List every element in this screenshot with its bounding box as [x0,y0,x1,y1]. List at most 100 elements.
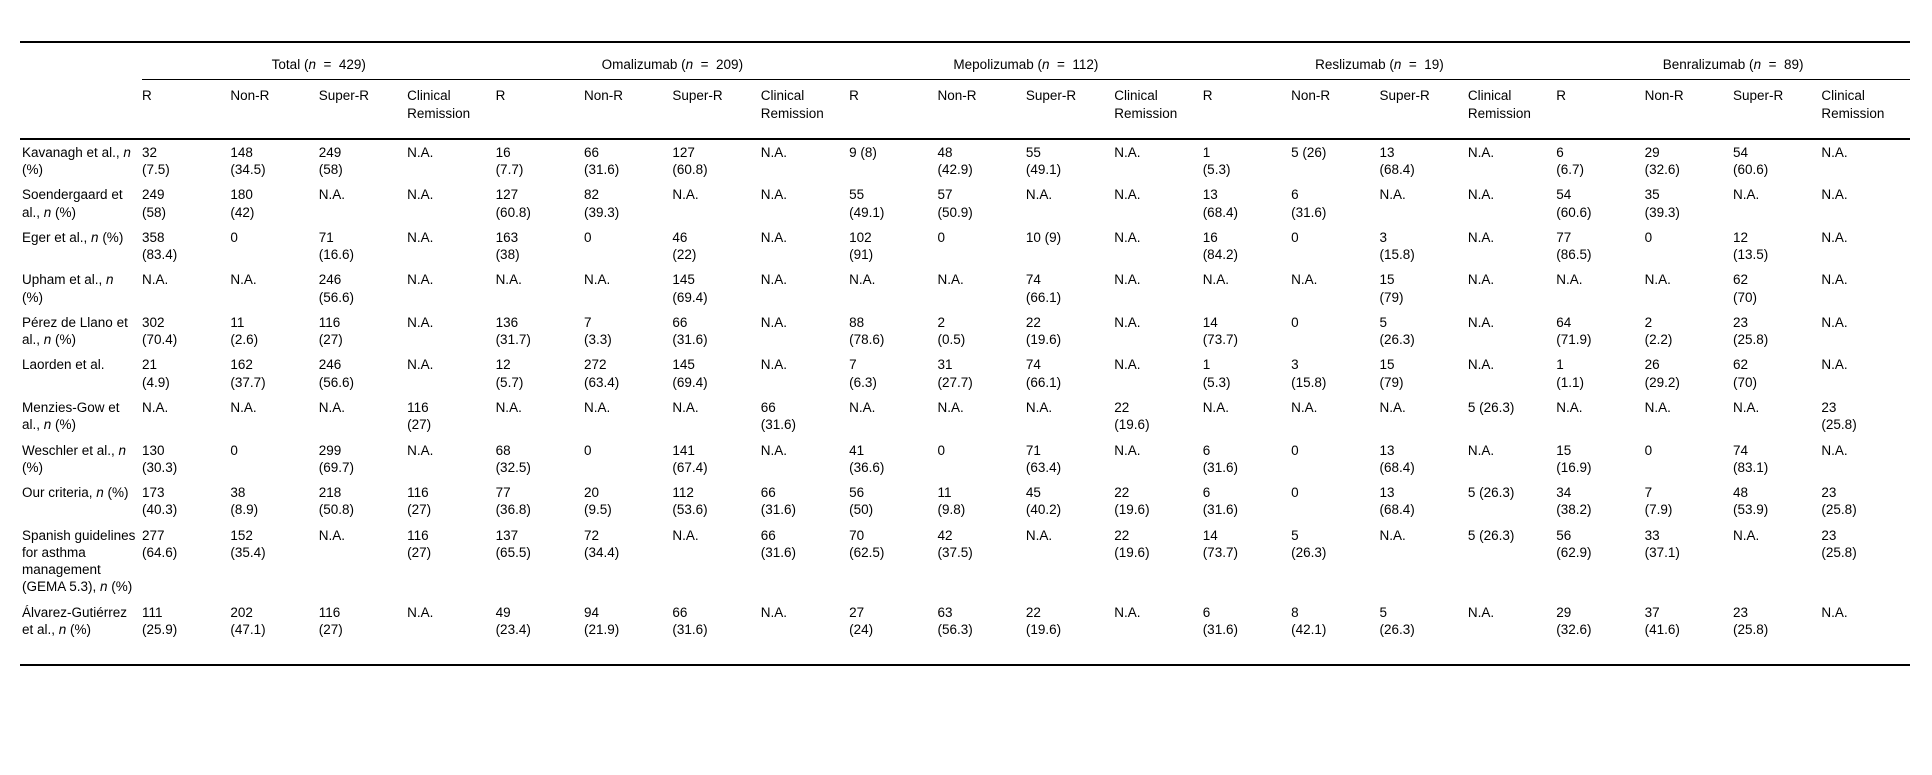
data-cell: N.A. [1379,399,1406,415]
group-label: Mepolizumab (n = 112) [953,57,1099,72]
data-cell: 130 (30.3) [142,442,178,475]
subheader-cell: R [849,79,938,140]
data-cell: 14 (73.7) [1202,314,1238,348]
data-cell: N.A. [407,314,434,330]
subheader-cell: R [495,79,584,140]
data-cell: N.A. [318,187,346,203]
data-cell: N.A. [1467,604,1495,620]
data-cell: 16 (84.2) [1202,229,1238,263]
data-cell: N.A. [1291,399,1318,415]
data-cell: N.A. [1114,229,1141,245]
data-cell: 299 (69.7) [318,442,355,475]
data-cell: 37 (41.6) [1644,604,1680,637]
data-cell: 145 (69.4) [672,272,708,305]
data-cell: 152 (35.4) [230,527,266,560]
data-cell: N.A. [1821,272,1848,288]
data-cell: 13 (68.4) [1379,144,1415,178]
data-cell: 5 (26.3) [1379,314,1415,348]
subheader-cell: Clinical Remission [1821,79,1910,140]
data-cell: N.A. [849,399,876,415]
subheader-cell: Super-R [1379,79,1468,140]
group-header-omalizumab: Omalizumab (n = 209) [495,42,850,81]
data-cell: N.A. [1556,399,1583,415]
subheader-cell: Clinical Remission [407,79,496,140]
remission-criteria-table: Total (n = 429) Omalizumab (n = 209) Mepol… [20,41,1910,667]
data-cell: 15 (16.9) [1556,442,1592,475]
subheader-cell: Super-R [1025,79,1115,140]
data-cell: N.A. [760,229,787,245]
data-cell: 5 (26.3) [1379,604,1415,637]
table-row: Spanish guidelines for asthma management… [20,523,1910,600]
data-cell: N.A. [1114,272,1141,288]
data-cell: 5 (26.3) [1467,527,1515,543]
data-cell: N.A. [937,272,964,288]
table-header: Total (n = 429) Omalizumab (n = 209) Mepol… [20,42,1910,140]
group-header-benralizumab: Benralizumab (n = 89) [1556,42,1910,81]
data-cell: 116 (27) [318,604,343,637]
row-label: Eger et al., n (%) [22,229,124,245]
data-cell: 22 (19.6) [1114,527,1150,560]
data-cell: 0 [583,442,592,458]
data-cell: 31 (27.7) [937,357,973,390]
data-cell: 173 (40.3) [142,485,178,518]
data-cell: 3 (15.8) [1291,357,1327,390]
data-cell: N.A. [1467,272,1495,288]
data-cell: 74 (66.1) [1025,272,1062,305]
data-cell: 12 (13.5) [1733,229,1769,263]
data-cell: 23 (25.8) [1733,604,1769,637]
subheader-cell: Clinical Remission [760,79,850,140]
data-cell: N.A. [1025,399,1053,415]
subheader-cell: Clinical Remission [1467,79,1557,140]
table-row: Weschler et al., n (%) 130 (30.3) 0 299 (69… [20,438,1910,481]
data-cell: 5 (26.3) [1291,527,1327,560]
data-cell: 88 (78.6) [849,314,885,348]
data-cell: N.A. [407,442,434,458]
data-cell: 45 (40.2) [1025,485,1062,518]
data-cell: 38 (8.9) [230,485,259,518]
data-cell: 0 [1644,442,1653,458]
data-cell: 13 (68.4) [1379,485,1415,518]
data-cell: 12 (5.7) [495,357,524,390]
data-cell: N.A. [407,272,434,288]
table-row: Pérez de Llano et al., n (%) 302 (70.4) 11… [20,310,1910,353]
data-cell: 218 (50.8) [318,485,355,518]
data-cell: N.A. [1733,527,1760,543]
data-cell: N.A. [407,187,434,203]
data-cell: N.A. [495,272,522,288]
data-cell: 21 (4.9) [142,357,170,390]
data-cell: N.A. [672,527,699,543]
data-cell: 57 (50.9) [937,187,973,220]
data-cell: N.A. [142,272,169,288]
data-cell: N.A. [760,604,787,620]
data-cell: 14 (73.7) [1202,527,1238,560]
data-cell: 68 (32.5) [495,442,531,475]
data-cell: 32 (7.5) [142,144,170,178]
data-cell: N.A. [849,272,876,288]
data-cell: 29 (32.6) [1556,604,1592,637]
data-cell: 3 (15.8) [1379,229,1415,263]
data-cell: 0 [583,229,592,245]
data-cell: 0 [937,229,946,245]
data-cell: 5 (26.3) [1467,485,1515,501]
subheader-cell: Non-R [1291,79,1380,140]
data-cell: 272 (63.4) [583,357,620,390]
data-cell: 23 (25.8) [1821,485,1857,518]
row-label: Laorden et al. [22,357,105,373]
data-cell: 77 (36.8) [495,485,531,518]
data-cell: 302 (70.4) [142,314,178,348]
data-cell: 66 (31.6) [760,399,797,433]
data-cell: N.A. [760,272,787,288]
data-cell: 249 (58) [142,187,167,220]
data-cell: N.A. [407,144,434,160]
data-cell: 116 (27) [407,485,432,518]
data-cell: 26 (29.2) [1644,357,1680,390]
data-cell: 6 (31.6) [1202,604,1238,637]
subheader-row: R Non-R Super-R Clinical Remission R Non-R Sup… [20,79,1910,140]
data-cell: N.A. [1202,272,1229,288]
data-cell: 23 (25.8) [1733,314,1769,348]
data-cell: 2 (2.2) [1644,314,1673,348]
data-cell: 48 (53.9) [1733,485,1769,518]
data-cell: N.A. [583,272,611,288]
paper-table-region: Total (n = 429) Omalizumab (n = 209) Mepol… [0,41,1932,667]
data-cell: 62 (70) [1733,272,1758,305]
